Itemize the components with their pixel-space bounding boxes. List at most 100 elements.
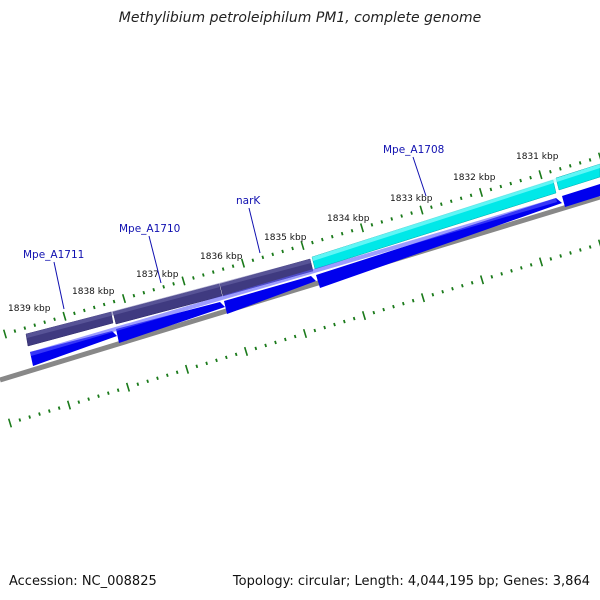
outer-minor-tick <box>73 311 76 316</box>
inner-minor-tick <box>234 352 238 357</box>
outer-minor-tick <box>251 258 255 263</box>
inner-minor-tick <box>284 337 287 342</box>
accession-text: Accession: NC_008825 <box>9 574 157 589</box>
inner-major-tick <box>538 257 544 267</box>
gene-highlight <box>312 164 600 261</box>
cds-features <box>30 184 600 366</box>
outer-minor-tick <box>499 184 503 189</box>
cds-arrow[interactable] <box>316 198 562 288</box>
inner-minor-tick <box>500 272 503 276</box>
inner-minor-tick <box>323 325 326 330</box>
outer-minor-tick <box>311 240 314 245</box>
inner-minor-tick <box>520 266 523 270</box>
outer-minor-tick <box>102 302 106 307</box>
outer-minor-tick <box>281 249 284 254</box>
outer-major-tick <box>538 170 543 180</box>
inner-tick-ring <box>7 239 600 428</box>
inner-major-tick <box>420 293 426 303</box>
outer-minor-tick <box>578 161 582 165</box>
gene-leader-line <box>248 207 261 254</box>
gene-label-mpe-a1708[interactable]: Mpe_A1708 <box>383 144 444 156</box>
outer-minor-tick <box>261 255 265 260</box>
outer-major-tick <box>240 258 246 268</box>
inner-minor-tick <box>156 376 159 381</box>
tick-label: 1835 kbp <box>264 233 307 243</box>
cds-highlight <box>30 198 557 356</box>
outer-minor-tick <box>370 223 374 227</box>
inner-minor-tick <box>166 373 169 378</box>
outer-minor-tick <box>83 308 86 313</box>
outer-major-tick <box>2 329 8 339</box>
outer-minor-tick <box>390 217 394 221</box>
inner-minor-tick <box>579 248 582 252</box>
inner-minor-tick <box>57 406 61 410</box>
inner-minor-tick <box>215 358 218 363</box>
outer-minor-tick <box>469 193 473 198</box>
outer-minor-tick <box>13 329 17 333</box>
inner-major-tick <box>243 346 249 356</box>
inner-minor-tick <box>382 307 385 312</box>
inner-minor-tick <box>411 298 415 303</box>
inner-minor-tick <box>402 301 405 306</box>
outer-minor-tick <box>23 326 27 330</box>
outer-minor-tick <box>489 187 493 192</box>
gene-label-mpe-a1711[interactable]: Mpe_A1711 <box>23 249 84 261</box>
outer-minor-tick <box>400 214 403 218</box>
inner-major-tick <box>361 311 367 321</box>
outer-minor-tick <box>92 305 96 310</box>
outer-minor-tick <box>192 276 195 280</box>
outer-minor-tick <box>321 237 324 242</box>
outer-minor-tick <box>132 293 136 298</box>
outer-tick-ring <box>2 152 600 339</box>
outer-minor-tick <box>330 234 334 239</box>
inner-minor-tick <box>431 292 435 297</box>
outer-minor-tick <box>231 264 235 268</box>
inner-minor-tick <box>470 280 474 285</box>
cds-arrow[interactable] <box>30 331 117 366</box>
tick-label: 1832 kbp <box>453 173 496 183</box>
inner-minor-tick <box>569 251 572 255</box>
outer-minor-tick <box>410 211 413 215</box>
inner-major-tick <box>302 328 308 339</box>
cds-arrow[interactable] <box>562 184 600 207</box>
outer-minor-tick <box>152 287 156 292</box>
outer-major-tick <box>121 294 127 304</box>
inner-minor-tick <box>372 310 376 315</box>
inner-minor-tick <box>343 319 346 324</box>
inner-minor-tick <box>107 391 110 395</box>
cds-arrow[interactable] <box>116 302 225 343</box>
inner-minor-tick <box>441 289 444 294</box>
inner-minor-tick <box>588 245 592 249</box>
outer-minor-tick <box>559 167 562 171</box>
gene-label-mpe-a1710[interactable]: Mpe_A1710 <box>119 223 180 235</box>
gene-labels: Mpe_A1708 narK Mpe_A1710 Mpe_A1711 <box>23 144 444 310</box>
tick-label: 1838 kbp <box>72 287 115 297</box>
outer-minor-tick <box>440 202 443 206</box>
inner-minor-tick <box>116 388 120 392</box>
inner-minor-tick <box>549 257 553 261</box>
outer-minor-tick <box>142 290 146 295</box>
outer-minor-tick <box>529 175 532 180</box>
inner-major-tick <box>125 382 131 392</box>
outer-minor-tick <box>449 199 453 204</box>
inner-minor-tick <box>510 269 513 273</box>
gene-leader-line <box>53 261 65 310</box>
outer-major-tick <box>478 187 484 197</box>
inner-minor-tick <box>48 409 51 413</box>
inner-minor-tick <box>451 286 454 291</box>
outer-minor-tick <box>271 252 275 257</box>
outer-minor-tick <box>33 323 37 327</box>
map-title: Methylibium petroleiphilum PM1, complete… <box>118 10 482 26</box>
inner-minor-tick <box>136 382 140 387</box>
tick-label: 1837 kbp <box>136 270 179 280</box>
outer-major-tick <box>62 311 67 321</box>
cds-arrow[interactable] <box>224 276 316 314</box>
outer-minor-tick <box>350 228 354 233</box>
inner-minor-tick <box>175 370 179 375</box>
gene-label-nark[interactable]: narK <box>236 195 261 207</box>
inner-major-tick <box>66 400 72 410</box>
inner-minor-tick <box>461 283 464 288</box>
outer-minor-tick <box>459 196 463 201</box>
inner-minor-tick <box>97 394 100 398</box>
